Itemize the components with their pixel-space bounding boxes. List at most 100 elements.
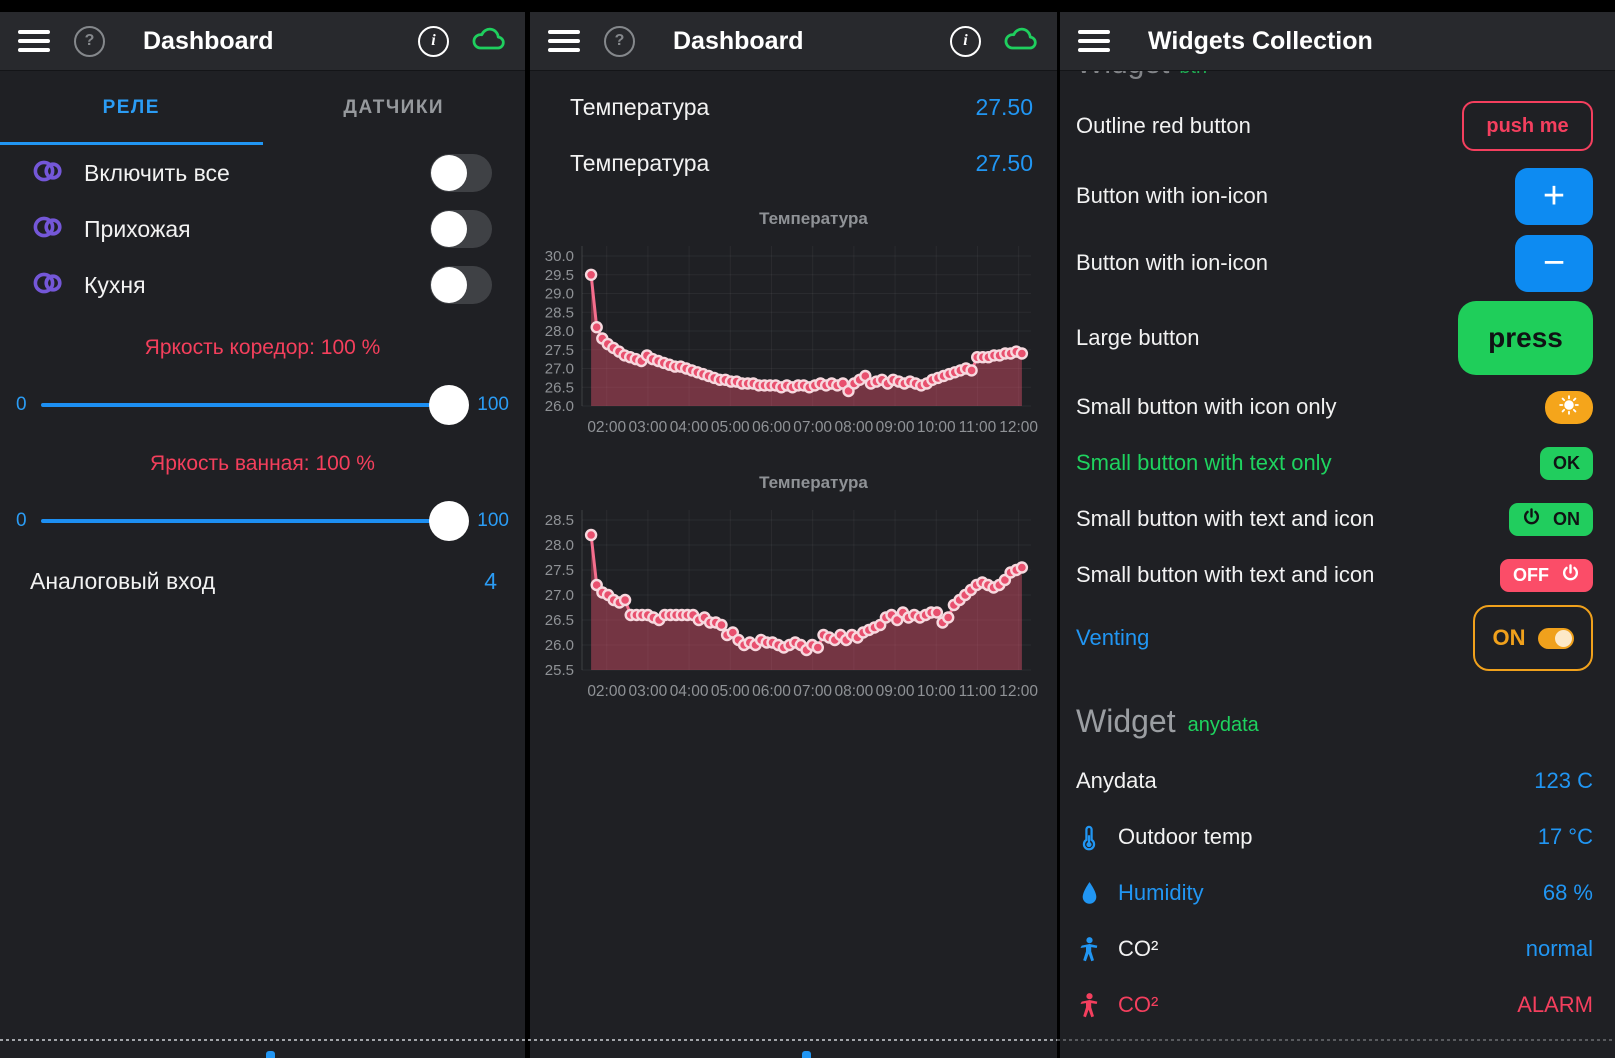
row-label: Button with ion-icon [1076, 250, 1268, 275]
row-value: 68 % [1542, 880, 1593, 905]
slider-max-label: 100 [477, 394, 509, 415]
cutoff-icon [802, 1051, 811, 1058]
press-button[interactable]: press [1458, 301, 1593, 375]
push-me-button[interactable]: push me [1462, 101, 1593, 151]
row-label: Outdoor temp [1118, 824, 1253, 849]
widget-row: Small button with text only OK [1060, 435, 1615, 491]
svg-text:27.0: 27.0 [545, 361, 574, 378]
switch-row: Прихожая [0, 201, 525, 257]
svg-text:28.5: 28.5 [545, 512, 574, 529]
switch-row: Кухня [0, 257, 525, 313]
venting-toggle-button[interactable]: ON [1473, 605, 1593, 671]
venting-toggle[interactable] [1537, 627, 1574, 649]
cloud-icon[interactable] [1003, 26, 1039, 57]
anydata-row: Outdoor temp 17 °C [1060, 809, 1615, 865]
widget-row: Small button with icon only [1060, 379, 1615, 435]
switch-all-toggle[interactable] [430, 154, 492, 192]
switch-hallway-toggle[interactable] [430, 210, 492, 248]
toggle-icon [30, 157, 68, 190]
menu-icon[interactable] [1078, 30, 1110, 52]
help-icon[interactable]: ? [74, 25, 105, 57]
widget-row: Small button with text and icon OFF [1060, 547, 1615, 603]
svg-text:07:00: 07:00 [793, 683, 832, 700]
slider-track[interactable] [40, 385, 470, 425]
slider-min-label: 0 [16, 394, 27, 415]
info-icon[interactable]: i [950, 25, 981, 57]
row-value: ALARM [1517, 992, 1593, 1017]
svg-text:28.0: 28.0 [545, 323, 574, 340]
screen-dashboard-relays: ? Dashboard i РЕЛЕ ДАТЧИКИ Включить все [0, 12, 525, 1058]
slider-label-corridor: Яркость коредор: 100 % [144, 336, 381, 359]
svg-text:11:00: 11:00 [959, 419, 997, 436]
off-button[interactable]: OFF [1500, 558, 1593, 592]
svg-text:12:00: 12:00 [999, 683, 1038, 700]
row-label: Anydata [1076, 768, 1157, 793]
svg-text:05:00: 05:00 [711, 419, 750, 436]
temperature-chart-2: 25.5 26.0 26.5 27.0 27.5 28.0 28.5 02:00 03:00 04… [545, 510, 1038, 700]
sun-icon [1558, 394, 1580, 421]
temperature-chart-1: 26.0 26.527.0 27.5 28.0 28.529.0 29.5 30.0 02:0… [545, 246, 1038, 436]
svg-text:28.5: 28.5 [545, 304, 574, 321]
row-label: Small button with text only [1076, 450, 1332, 475]
on-button[interactable]: ON [1509, 502, 1593, 536]
anydata-row: Humidity 68 % [1060, 865, 1615, 921]
slider-label-bathroom: Яркость ванная: 100 % [150, 452, 375, 475]
svg-text:10:00: 10:00 [917, 683, 956, 700]
cloud-icon[interactable] [471, 26, 507, 57]
analog-label: Аналоговый вход [30, 567, 216, 594]
droplet-icon [1076, 881, 1102, 906]
row-label: Small button with text and icon [1076, 562, 1375, 587]
ok-button[interactable]: OK [1540, 446, 1593, 480]
screen-widgets-collection: Widgets Collection Widgetbtn Outline red… [1060, 12, 1615, 1058]
toggle-icon [30, 269, 68, 302]
svg-text:11:00: 11:00 [959, 683, 997, 700]
svg-text:09:00: 09:00 [876, 683, 915, 700]
svg-text:04:00: 04:00 [670, 419, 709, 436]
help-icon[interactable]: ? [604, 25, 635, 57]
svg-text:09:00: 09:00 [876, 419, 915, 436]
svg-text:27.5: 27.5 [545, 342, 574, 359]
menu-icon[interactable] [18, 30, 50, 52]
svg-text:02:00: 02:00 [587, 683, 626, 700]
thermometer-icon [1076, 824, 1102, 851]
tab-bar: РЕЛЕ ДАТЧИКИ [0, 71, 525, 145]
switch-label: Кухня [84, 271, 146, 298]
widget-row: Venting ON [1060, 603, 1615, 673]
row-label: Small button with text and icon [1076, 506, 1375, 531]
row-label: Venting [1076, 625, 1150, 650]
slider-min-label: 0 [16, 510, 27, 531]
svg-text:27.0: 27.0 [545, 587, 574, 604]
row-value: 123 C [1534, 768, 1593, 793]
anydata-row-alarm: CO² ALARM [1060, 977, 1615, 1033]
svg-text:26.5: 26.5 [545, 379, 574, 396]
page-title: Dashboard [143, 26, 274, 55]
row-label: Small button with icon only [1076, 394, 1337, 419]
slider-knob[interactable] [429, 385, 470, 425]
chart-title: Температура [759, 473, 868, 492]
svg-text:25.5: 25.5 [545, 662, 574, 679]
minus-button[interactable]: − [1515, 234, 1593, 292]
svg-text:03:00: 03:00 [629, 419, 668, 436]
row-label: Outline red button [1076, 113, 1251, 138]
svg-text:28.0: 28.0 [545, 537, 574, 554]
svg-text:06:00: 06:00 [752, 683, 791, 700]
slider-knob[interactable] [429, 501, 470, 541]
power-icon [1561, 563, 1580, 587]
slider-track[interactable] [40, 501, 470, 541]
menu-icon[interactable] [548, 30, 580, 52]
svg-text:03:00: 03:00 [629, 683, 668, 700]
tab-rele[interactable]: РЕЛЕ [102, 97, 160, 118]
sun-button[interactable] [1545, 390, 1593, 424]
svg-text:08:00: 08:00 [834, 419, 873, 436]
switch-kitchen-toggle[interactable] [430, 266, 492, 304]
svg-text:27.5: 27.5 [545, 562, 574, 579]
page-title: Widgets Collection [1148, 26, 1373, 55]
row-label: CO² [1118, 992, 1159, 1017]
tab-datchiki[interactable]: ДАТЧИКИ [343, 97, 445, 118]
slider-bathroom: 0 100 [0, 476, 525, 566]
info-icon[interactable]: i [418, 25, 449, 57]
plus-button[interactable]: + [1515, 167, 1593, 225]
widget-row: Button with ion-icon − [1060, 229, 1615, 297]
temperature-row: Температура 27.50 [530, 135, 1057, 191]
temperature-value: 27.50 [975, 93, 1033, 120]
